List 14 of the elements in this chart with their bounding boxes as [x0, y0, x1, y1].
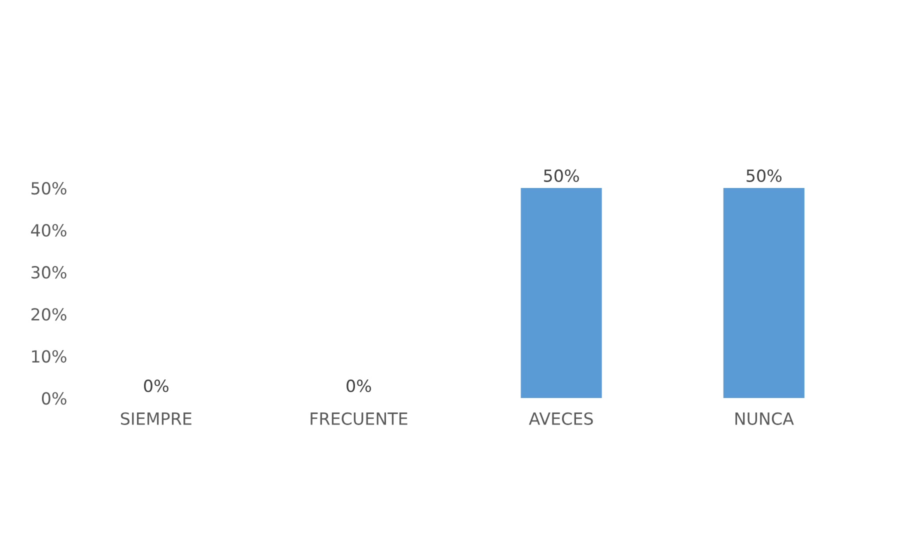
y-tick-label: 50% — [32, 182, 66, 195]
x-tick-label: FRECUENTE — [310, 412, 408, 425]
data-label: 0% — [144, 380, 168, 392]
data-label: 50% — [544, 169, 579, 182]
data-label: 50% — [746, 169, 782, 182]
x-tick-label: AVECES — [528, 412, 593, 425]
y-tick-label: 20% — [31, 308, 66, 321]
y-tick-label: 30% — [32, 266, 66, 279]
data-label: 0% — [346, 380, 372, 392]
y-tick-label: 10% — [32, 350, 66, 363]
x-tick-label: NUNCA — [735, 412, 794, 425]
x-tick-label: SIEMPRE — [120, 412, 192, 425]
y-tick-label: 0% — [42, 392, 66, 405]
y-tick-label: 40% — [31, 224, 66, 237]
